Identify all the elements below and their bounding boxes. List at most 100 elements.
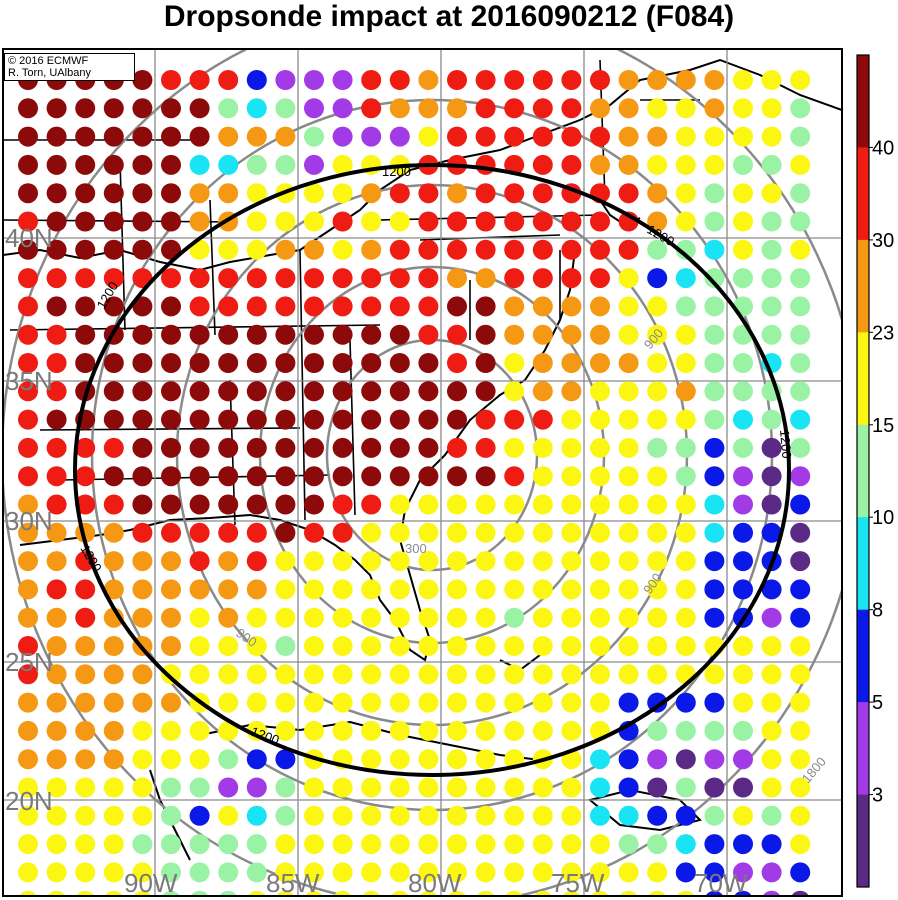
impact-dot (532, 579, 553, 600)
impact-dot (647, 296, 668, 317)
impact-dot (532, 353, 553, 373)
impact-dot (361, 466, 382, 487)
impact-dot (647, 522, 668, 543)
impact-dot (561, 409, 582, 430)
impact-dot (75, 437, 96, 458)
impact-dot (418, 239, 439, 260)
impact-dot (504, 862, 525, 883)
impact-dot (361, 579, 382, 600)
impact-dot (332, 381, 353, 402)
impact-dot (246, 70, 267, 90)
impact-dot (532, 154, 553, 175)
impact-dot (304, 466, 324, 487)
impact-dot (590, 239, 610, 260)
impact-dot (590, 211, 610, 232)
impact-dot (790, 98, 811, 119)
impact-dot (75, 353, 96, 373)
impact-dot (790, 522, 811, 543)
colorbar-label: 30 (872, 230, 894, 252)
impact-dot (218, 154, 239, 175)
impact-dot (675, 805, 696, 826)
impact-dot (561, 98, 582, 119)
impact-dot (590, 522, 610, 543)
impact-dot (332, 324, 353, 345)
impact-dot (389, 353, 410, 373)
impact-dot (189, 607, 210, 628)
impact-dot (161, 437, 181, 458)
impact-dot (246, 664, 267, 685)
impact-dot (275, 607, 296, 628)
impact-dot (790, 154, 811, 175)
contour-label-1200: 1200 (777, 429, 794, 459)
impact-dot (475, 70, 496, 90)
impact-dot (475, 777, 496, 798)
impact-dot (161, 522, 181, 543)
impact-dot (475, 183, 496, 204)
impact-dot (590, 636, 610, 656)
impact-dot (590, 579, 610, 600)
impact-dot (218, 749, 239, 770)
impact-dot (304, 437, 324, 458)
impact-dot (532, 664, 553, 685)
lat-label-35n: 35N (5, 366, 53, 396)
impact-dot (675, 607, 696, 628)
impact-dot (791, 890, 810, 896)
impact-dot (532, 296, 553, 317)
impact-dot (704, 664, 725, 685)
impact-dot (275, 98, 296, 119)
impact-dot (46, 494, 67, 515)
impact-dot (532, 183, 553, 204)
impact-dot (246, 579, 267, 600)
impact-dot (761, 211, 782, 232)
impact-dot (218, 296, 239, 317)
impact-dot (161, 551, 181, 572)
impact-dot (304, 664, 324, 685)
impact-dot (790, 381, 811, 402)
impact-dot (590, 381, 610, 402)
impact-dot (304, 720, 324, 741)
impact-dot (647, 183, 668, 204)
impact-dot (46, 579, 67, 600)
impact-dot (761, 239, 782, 260)
impact-dot (647, 437, 668, 458)
impact-dot (133, 890, 152, 896)
impact-dot (218, 437, 239, 458)
impact-dot (189, 381, 210, 402)
impact-dot (790, 636, 811, 656)
colorbar-label: 8 (872, 600, 883, 622)
impact-dot (447, 126, 467, 147)
impact-dot (361, 211, 382, 232)
impact-dot (18, 636, 38, 656)
impact-dot (532, 805, 553, 826)
impact-dot (132, 805, 153, 826)
impact-dot (675, 211, 696, 232)
impact-dot (246, 268, 267, 289)
impact-dot (761, 494, 782, 515)
impact-dot (361, 749, 382, 770)
impact-dot (733, 834, 753, 855)
impact-dot (275, 324, 296, 345)
impact-dot (246, 494, 267, 515)
impact-dot (675, 239, 696, 260)
impact-dot (161, 692, 181, 713)
impact-dot (419, 890, 438, 896)
impact-dot (618, 381, 639, 402)
impact-dot (619, 890, 638, 896)
impact-dot (504, 551, 525, 572)
impact-dot (733, 664, 753, 685)
impact-dot (218, 126, 239, 147)
impact-dot (561, 154, 582, 175)
impact-dot (18, 126, 38, 147)
impact-dot (561, 126, 582, 147)
impact-dot (532, 437, 553, 458)
impact-dot (189, 862, 210, 883)
impact-dot (389, 777, 410, 798)
impact-dot (103, 834, 124, 855)
impact-dot (675, 70, 696, 90)
impact-dot (75, 636, 96, 656)
impact-dot (304, 296, 324, 317)
impact-dot (647, 494, 668, 515)
impact-dot (275, 522, 296, 543)
impact-dot-grid (18, 70, 811, 896)
impact-dot (733, 70, 753, 90)
